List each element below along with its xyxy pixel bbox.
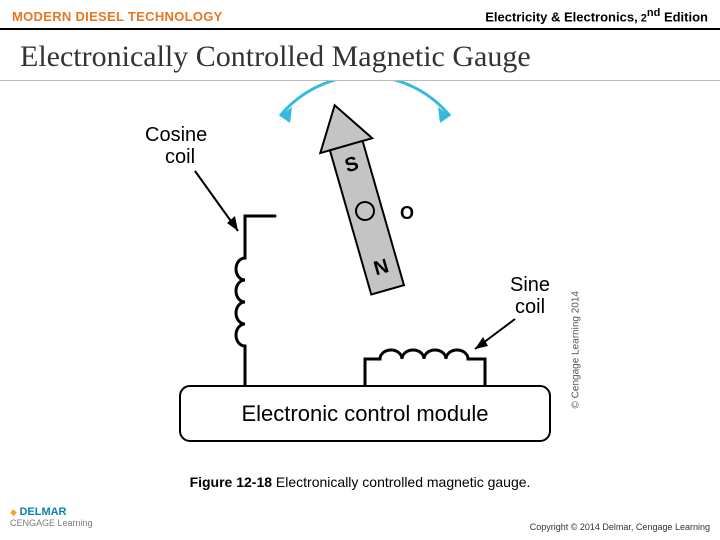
sine-label-line2: coil	[515, 296, 545, 318]
diagram-svg: S N O Cosine coil Sine coil Electronic c…	[90, 81, 630, 461]
page-header: MODERN DIESEL TECHNOLOGY Electricity & E…	[0, 0, 720, 30]
figure-area: S N O Cosine coil Sine coil Electronic c…	[0, 81, 720, 461]
footer-logo-line2: CENGAGE Learning	[10, 518, 93, 528]
side-copyright: © Cengage Learning 2014	[570, 291, 581, 408]
sine-arrow-head	[475, 337, 488, 349]
slide-title: Electronically Controlled Magnetic Gauge	[0, 30, 720, 81]
footer-copyright: Copyright © 2014 Delmar, Cengage Learnin…	[530, 522, 710, 532]
cosine-label-line2: coil	[165, 146, 195, 168]
module-label: Electronic control module	[241, 401, 488, 426]
dot-icon: ◆	[10, 507, 17, 517]
sine-coil	[365, 350, 485, 386]
footer-logo-line1: DELMAR	[19, 506, 66, 518]
needle-body	[330, 141, 404, 295]
figure-caption: Figure 12-18 Electronically controlled m…	[0, 474, 720, 490]
header-brand: MODERN DIESEL TECHNOLOGY	[12, 9, 223, 24]
cosine-coil	[236, 216, 275, 386]
needle-magnet: S N	[309, 98, 414, 297]
footer-logo: ◆ DELMAR CENGAGE Learning	[10, 506, 93, 528]
cosine-label-line1: Cosine	[145, 124, 207, 146]
label-O: O	[400, 203, 414, 223]
sine-label-line1: Sine	[510, 274, 550, 296]
figure-number: Figure 12-18	[190, 474, 272, 490]
swing-arc	[280, 81, 450, 116]
figure-caption-text: Electronically controlled magnetic gauge…	[272, 474, 530, 490]
header-book: Electricity & Electronics, 2nd Edition	[485, 7, 708, 24]
